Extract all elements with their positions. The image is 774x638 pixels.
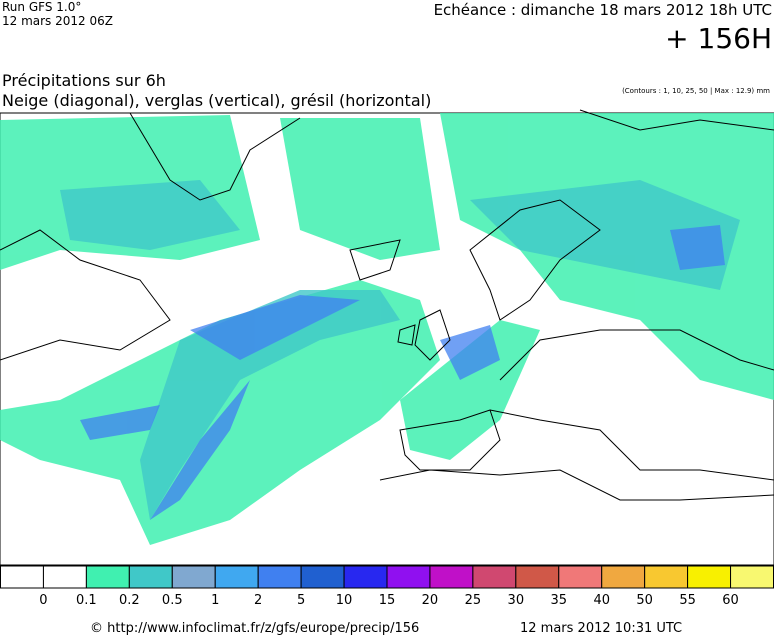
- colorbar-tick-label: 60: [722, 593, 739, 608]
- colorbar-tick-label: 1: [211, 593, 219, 608]
- colorbar-tick-label: 15: [379, 593, 396, 608]
- run-label: Run GFS 1.0°: [2, 0, 81, 14]
- color-swatch: [601, 565, 646, 589]
- lead-time: + 156H: [665, 22, 772, 55]
- color-swatch: [42, 565, 87, 589]
- color-swatch: [343, 565, 388, 589]
- colorbar-tick-label: 10: [336, 593, 353, 608]
- color-swatch: [214, 565, 259, 589]
- title-line2: Neige (diagonal), verglas (vertical), gr…: [2, 91, 431, 110]
- title-line1: Précipitations sur 6h: [2, 71, 166, 90]
- color-swatch: [128, 565, 173, 589]
- color-swatch: [429, 565, 474, 589]
- footer-date: 12 mars 2012 10:31 UTC: [520, 621, 682, 636]
- color-swatch: [644, 565, 689, 589]
- colorbar-tick-label: 35: [551, 593, 568, 608]
- color-swatch: [687, 565, 732, 589]
- color-swatch: [386, 565, 431, 589]
- colorbar-tick-label: 25: [465, 593, 482, 608]
- contours-note: (Contours : 1, 10, 25, 50 | Max : 12.9) …: [622, 87, 770, 95]
- color-swatch: [0, 565, 44, 589]
- coastlines: [0, 109, 774, 501]
- color-swatch: [300, 565, 345, 589]
- map: [0, 109, 774, 566]
- color-swatch: [515, 565, 560, 589]
- colorbar-tick-label: 0.5: [162, 593, 183, 608]
- colorbar-tick-label: 20: [422, 593, 439, 608]
- colorbar-tick-label: 5: [297, 593, 305, 608]
- color-swatch: [730, 565, 774, 589]
- colorbar-tick-label: 0: [39, 593, 47, 608]
- colorbar: 0 0.1 0.2 0.5 1 2 5 10 15 20 25 30 35 40 50 55 60: [0, 565, 774, 608]
- color-swatch: [472, 565, 517, 589]
- colorbar-tick-label: 50: [636, 593, 653, 608]
- precip-moderate: [60, 180, 740, 520]
- color-swatch: [558, 565, 603, 589]
- color-swatch: [85, 565, 130, 589]
- footer-url: © http://www.infoclimat.fr/z/gfs/europe/…: [90, 621, 419, 636]
- colorbar-tick-label: 55: [679, 593, 696, 608]
- colorbar-tick-label: 2: [254, 593, 262, 608]
- color-swatch: [257, 565, 302, 589]
- run-date: 12 mars 2012 06Z: [2, 14, 113, 28]
- colorbar-tick-label: 40: [593, 593, 610, 608]
- color-swatch: [171, 565, 216, 589]
- colorbar-tick-label: 0.2: [119, 593, 140, 608]
- precip-heavy: [80, 225, 725, 520]
- forecast-time: Echéance : dimanche 18 mars 2012 18h UTC: [434, 1, 772, 19]
- colorbar-tick-label: 30: [508, 593, 525, 608]
- colorbar-tick-label: 0.1: [76, 593, 97, 608]
